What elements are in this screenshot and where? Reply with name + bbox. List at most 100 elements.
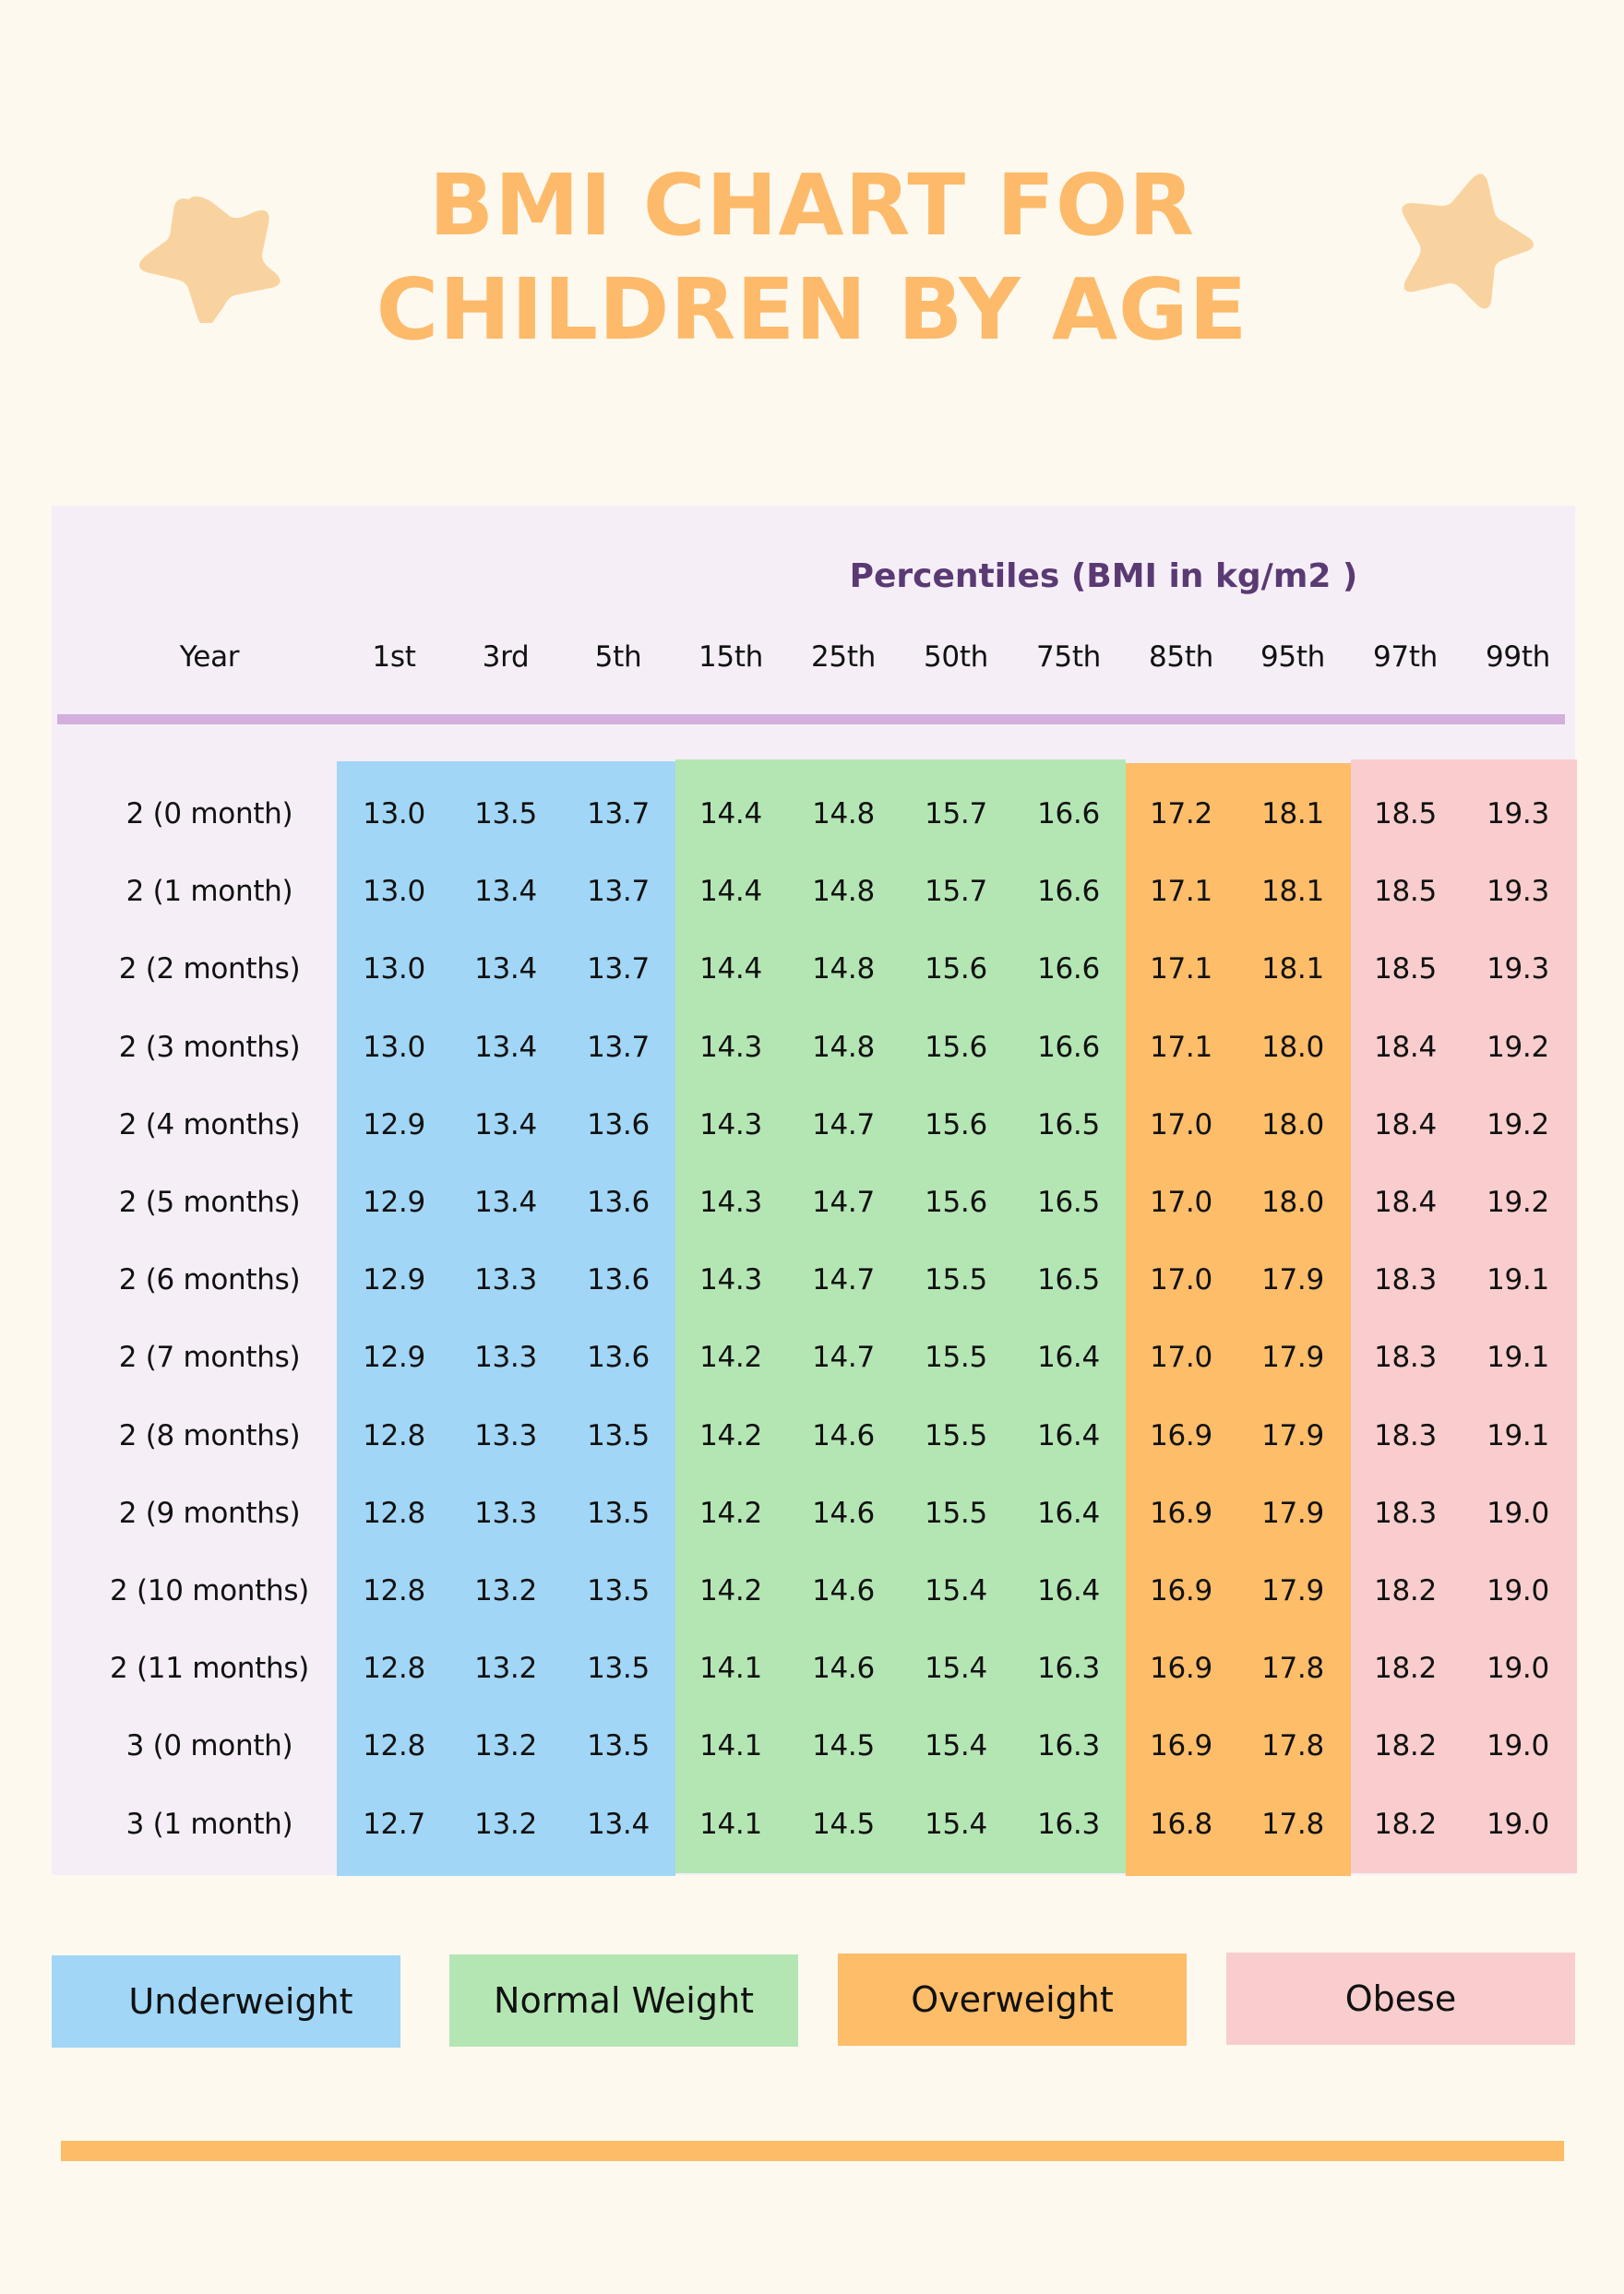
bmi-value-cell: 13.4 — [474, 1031, 537, 1064]
bmi-value-cell: 13.0 — [363, 875, 425, 908]
bmi-value-cell: 17.0 — [1150, 1341, 1212, 1374]
bmi-value-cell: 13.5 — [587, 1652, 650, 1685]
row-year-label: 2 (3 months) — [118, 1031, 301, 1064]
bmi-value-cell: 13.2 — [474, 1652, 537, 1685]
bmi-value-cell: 13.5 — [587, 1419, 650, 1452]
column-header: 99th — [1485, 640, 1551, 674]
column-header: 25th — [810, 640, 877, 674]
bmi-value-cell: 14.5 — [812, 1729, 875, 1762]
bmi-value-cell: 13.6 — [587, 1186, 650, 1219]
bmi-value-cell: 18.1 — [1261, 952, 1324, 986]
bmi-value-cell: 18.2 — [1374, 1652, 1437, 1685]
bmi-value-cell: 14.2 — [699, 1574, 762, 1607]
bmi-value-cell: 14.4 — [699, 952, 762, 986]
bmi-value-cell: 13.7 — [587, 875, 650, 908]
page-title-line-1: BMI CHART FOR — [428, 156, 1196, 255]
bmi-value-cell: 14.1 — [699, 1729, 762, 1762]
bmi-value-cell: 17.0 — [1150, 1186, 1212, 1219]
bmi-value-cell: 14.8 — [812, 1031, 875, 1064]
right-star-icon — [1393, 169, 1534, 311]
obese-band — [1351, 759, 1577, 1873]
bmi-value-cell: 17.1 — [1150, 875, 1212, 908]
bmi-value-cell: 18.3 — [1374, 1341, 1437, 1374]
bmi-value-cell: 16.3 — [1037, 1652, 1100, 1685]
legend-obese: Obese — [1226, 1953, 1575, 2045]
column-header: 15th — [698, 640, 764, 674]
bmi-value-cell: 17.9 — [1261, 1263, 1324, 1296]
bmi-value-cell: 14.2 — [699, 1419, 762, 1452]
bmi-value-cell: 14.1 — [699, 1652, 762, 1685]
bmi-value-cell: 14.8 — [812, 952, 875, 986]
bmi-value-cell: 12.7 — [363, 1808, 425, 1841]
normal-weight-band — [675, 759, 1126, 1873]
row-year-label: 2 (1 month) — [125, 875, 293, 908]
bmi-value-cell: 13.4 — [474, 1108, 537, 1141]
bmi-value-cell: 15.5 — [925, 1497, 987, 1530]
bmi-value-cell: 13.3 — [474, 1419, 537, 1452]
column-header: 3rd — [482, 640, 530, 674]
bmi-value-cell: 12.9 — [363, 1186, 425, 1219]
row-year-label: 2 (7 months) — [118, 1341, 301, 1374]
footer-accent-bar — [61, 2141, 1564, 2161]
bmi-value-cell: 19.2 — [1487, 1186, 1549, 1219]
bmi-value-cell: 16.5 — [1037, 1186, 1100, 1219]
bmi-value-cell: 14.7 — [812, 1186, 875, 1219]
bmi-value-cell: 17.0 — [1150, 1263, 1212, 1296]
bmi-value-cell: 12.9 — [363, 1108, 425, 1141]
bmi-value-cell: 18.5 — [1374, 797, 1437, 830]
bmi-value-cell: 17.8 — [1261, 1652, 1324, 1685]
bmi-value-cell: 18.2 — [1374, 1808, 1437, 1841]
bmi-value-cell: 18.1 — [1261, 875, 1324, 908]
bmi-value-cell: 18.3 — [1374, 1497, 1437, 1530]
bmi-value-cell: 14.3 — [699, 1108, 762, 1141]
bmi-value-cell: 16.4 — [1037, 1574, 1100, 1607]
bmi-value-cell: 17.9 — [1261, 1419, 1324, 1452]
bmi-value-cell: 17.0 — [1150, 1108, 1212, 1141]
bmi-value-cell: 13.5 — [587, 1729, 650, 1762]
bmi-value-cell: 18.0 — [1261, 1186, 1324, 1219]
bmi-value-cell: 13.0 — [363, 952, 425, 986]
bmi-value-cell: 15.5 — [925, 1419, 987, 1452]
bmi-value-cell: 12.8 — [363, 1574, 425, 1607]
bmi-value-cell: 19.0 — [1487, 1729, 1549, 1762]
bmi-value-cell: 16.8 — [1150, 1808, 1212, 1841]
bmi-value-cell: 14.1 — [699, 1808, 762, 1841]
bmi-value-cell: 17.1 — [1150, 1031, 1212, 1064]
bmi-value-cell: 13.4 — [587, 1808, 650, 1841]
bmi-value-cell: 17.8 — [1261, 1729, 1324, 1762]
bmi-value-cell: 13.2 — [474, 1574, 537, 1607]
bmi-value-cell: 13.0 — [363, 1031, 425, 1064]
bmi-value-cell: 16.3 — [1037, 1808, 1100, 1841]
bmi-value-cell: 16.4 — [1037, 1419, 1100, 1452]
bmi-value-cell: 17.2 — [1150, 797, 1212, 830]
row-year-label: 2 (0 month) — [125, 797, 293, 830]
bmi-value-cell: 17.8 — [1261, 1808, 1324, 1841]
row-year-label: 2 (9 months) — [118, 1497, 301, 1530]
header-divider — [57, 714, 1565, 724]
bmi-value-cell: 16.6 — [1037, 1031, 1100, 1064]
bmi-value-cell: 13.7 — [587, 952, 650, 986]
column-header: 5th — [594, 640, 642, 674]
bmi-value-cell: 15.6 — [925, 1031, 987, 1064]
bmi-value-cell: 16.6 — [1037, 875, 1100, 908]
bmi-value-cell: 14.6 — [812, 1419, 875, 1452]
column-header: 50th — [923, 640, 989, 674]
bmi-value-cell: 13.7 — [587, 797, 650, 830]
bmi-value-cell: 16.9 — [1150, 1574, 1212, 1607]
legend-label: Overweight — [911, 1979, 1114, 2020]
bmi-value-cell: 18.2 — [1374, 1729, 1437, 1762]
page-title-line-2: CHILDREN BY AGE — [376, 260, 1248, 359]
overweight-band — [1126, 763, 1351, 1876]
bmi-value-cell: 19.2 — [1487, 1031, 1549, 1064]
bmi-value-cell: 19.0 — [1487, 1574, 1549, 1607]
bmi-value-cell: 14.6 — [812, 1574, 875, 1607]
row-year-label: 2 (10 months) — [110, 1574, 309, 1607]
bmi-value-cell: 14.7 — [812, 1341, 875, 1374]
bmi-value-cell: 12.8 — [363, 1729, 425, 1762]
bmi-value-cell: 13.4 — [474, 875, 537, 908]
row-year-label: 2 (2 months) — [118, 952, 301, 986]
column-header: 75th — [1035, 640, 1102, 674]
bmi-value-cell: 15.4 — [925, 1729, 987, 1762]
bmi-value-cell: 15.5 — [925, 1341, 987, 1374]
bmi-value-cell: 17.9 — [1261, 1497, 1324, 1530]
